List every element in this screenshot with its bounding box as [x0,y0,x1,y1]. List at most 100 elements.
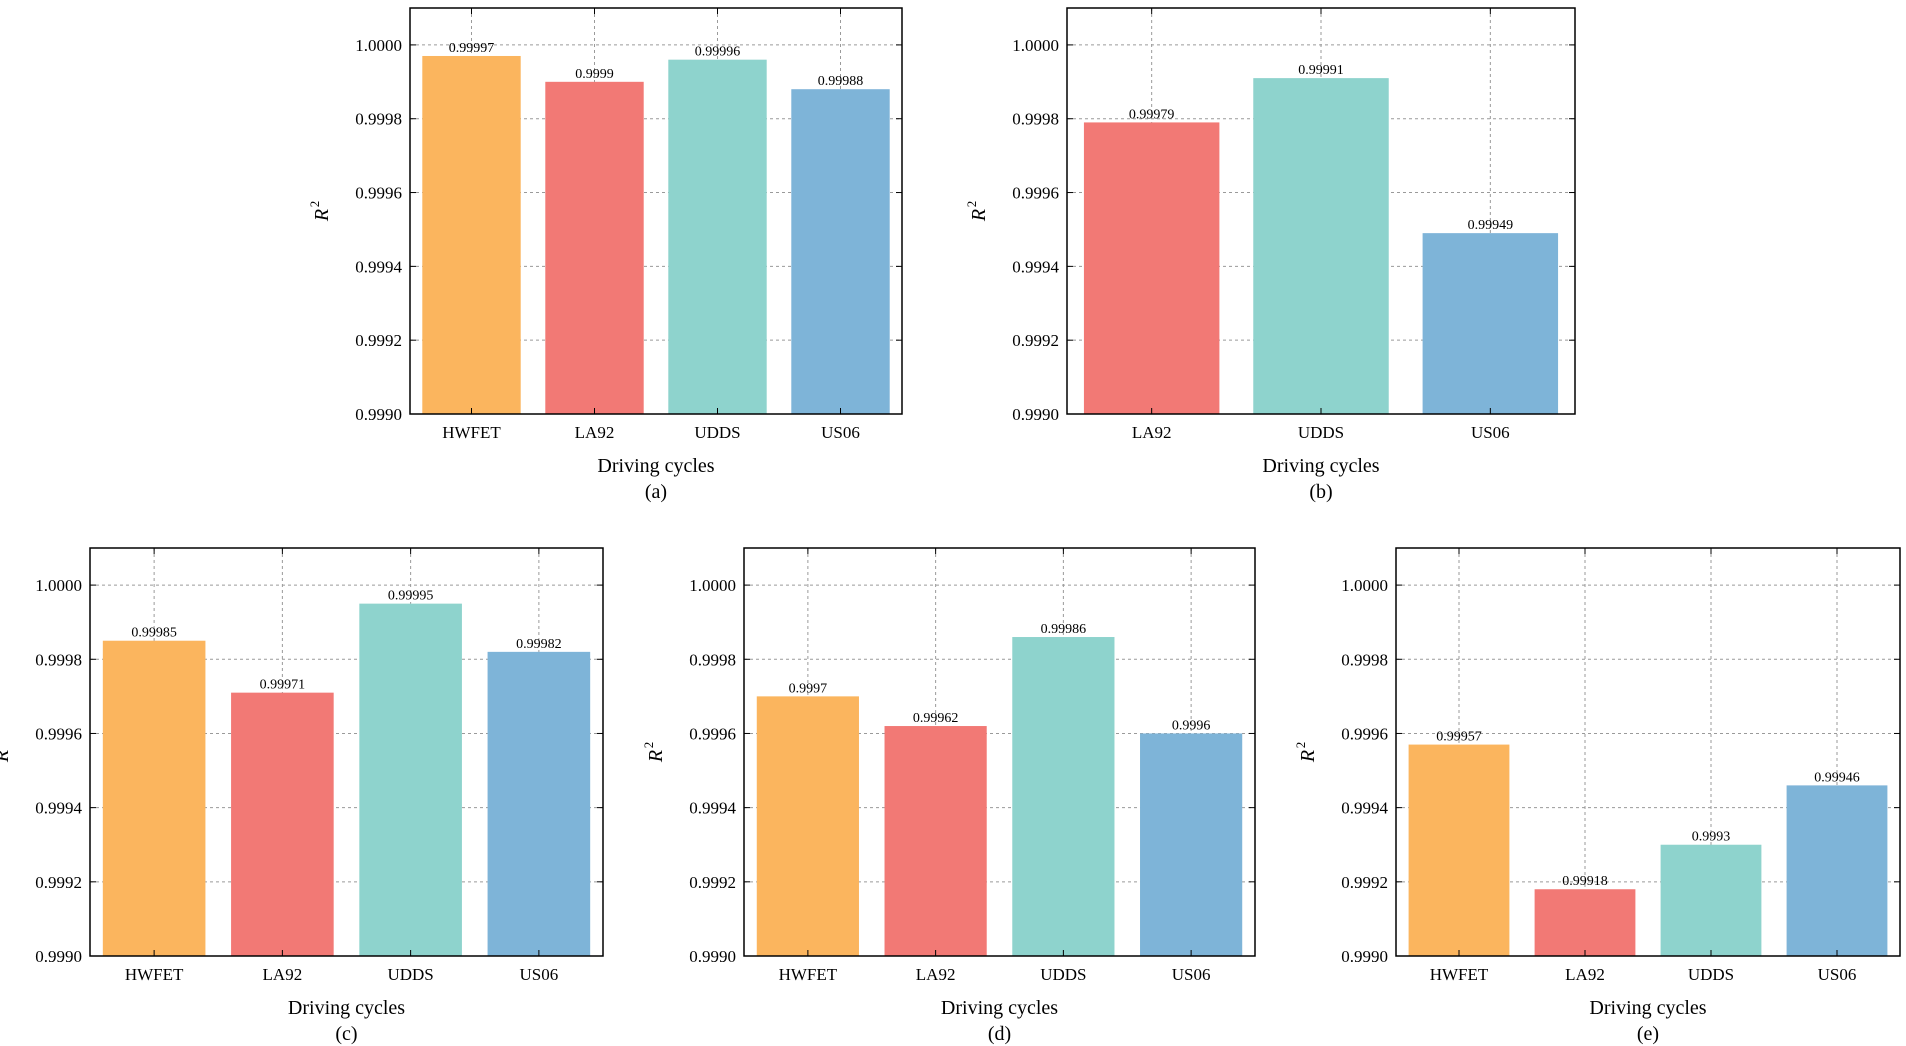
bar-la92 [1534,889,1636,956]
bar-la92 [545,81,644,415]
bar-value-label: 0.99949 [1468,218,1514,233]
bar-udds [359,603,462,956]
y-tick-label: 0.9992 [689,873,736,892]
bar-la92 [231,692,334,956]
bar-udds [1012,637,1115,956]
bar-value-label: 0.99996 [695,45,741,60]
plot-frame [743,547,1256,957]
bar-us06 [487,651,591,956]
x-axis-title: Driving cycles [288,997,405,1019]
x-tick-label: UDDS [1688,965,1734,984]
y-tick-label: 1.0000 [1012,36,1059,55]
x-tick-label: HWFET [125,965,184,984]
y-axis-title-superscript: 2 [307,201,322,208]
bar-hwfet [422,55,521,415]
bar-us06 [791,89,890,414]
bar-la92 [884,726,987,956]
panel-caption: (c) [335,1023,357,1045]
bar-hwfet [1408,744,1510,956]
y-axis-title: R2 [307,201,333,222]
y-axis-title: R2 [0,742,13,763]
y-tick-label: 0.9990 [1341,947,1388,966]
y-axis-title-superscript: 2 [964,201,979,208]
bar-value-label: 0.99997 [449,41,495,56]
x-tick-label: US06 [1818,965,1857,984]
y-axis-title-base: R [311,209,333,222]
plot-frame [89,547,604,957]
bar-value-label: 0.9996 [1172,718,1211,733]
chart-panel: 0.9990 0.9992 0.9994 0.9996 0.9998 1.0000 0.99… [307,7,903,503]
bar-value-label: 0.99962 [913,711,959,726]
bar-value-label: 0.9997 [789,681,828,696]
x-tick-label: LA92 [263,965,303,984]
y-tick-label: 0.9998 [1012,110,1059,129]
bar-udds [1660,844,1762,956]
x-axis-title: Driving cycles [941,997,1058,1019]
y-axis-title-superscript: 2 [1293,742,1308,749]
bar-value-label: 0.99988 [818,74,864,89]
x-tick-label: US06 [520,965,559,984]
bar-us06 [1422,233,1559,414]
bar-la92 [1083,122,1220,414]
bar-udds [668,59,767,414]
y-tick-label: 1.0000 [1341,576,1388,595]
y-tick-label: 0.9996 [1341,724,1388,743]
y-tick-label: 0.9996 [1012,184,1059,203]
y-tick-label: 0.9994 [689,799,736,818]
y-axis-title: R2 [1293,742,1319,763]
panel-caption: (e) [1637,1023,1659,1045]
y-tick-label: 0.9998 [355,110,402,129]
x-tick-label: UDDS [387,965,433,984]
x-tick-label: UDDS [1298,423,1344,442]
y-axis-title-superscript: 2 [0,742,2,749]
chart-panel: 0.9990 0.9992 0.9994 0.9996 0.9998 1.0000 0.99… [964,7,1576,503]
bar-udds [1253,78,1389,415]
x-tick-label: US06 [1471,423,1510,442]
y-axis-title: R2 [964,201,990,222]
x-tick-label: LA92 [916,965,956,984]
bar-value-label: 0.99985 [131,626,177,641]
y-tick-label: 0.9990 [355,405,402,424]
bar-value-label: 0.99991 [1298,63,1344,78]
chart-panel: 0.9990 0.9992 0.9994 0.9996 0.9998 1.0000 0.99… [641,547,1256,1045]
y-tick-label: 0.9994 [1012,257,1059,276]
bar-value-label: 0.99957 [1436,730,1482,745]
x-tick-label: HWFET [779,965,838,984]
y-axis-title-base: R [968,209,990,222]
bar-value-label: 0.99986 [1041,622,1087,637]
x-tick-label: US06 [1172,965,1211,984]
y-tick-label: 1.0000 [355,36,402,55]
x-tick-label: HWFET [1430,965,1489,984]
chart-panel: 0.9990 0.9992 0.9994 0.9996 0.9998 1.0000 0.99… [0,547,604,1045]
bar-hwfet [756,696,859,956]
bar-us06 [1140,733,1243,956]
y-tick-label: 0.9994 [355,257,402,276]
y-tick-label: 0.9998 [689,650,736,669]
y-tick-label: 0.9990 [689,947,736,966]
bar-value-label: 0.99995 [388,589,434,604]
bar-value-label: 0.99971 [260,678,306,693]
y-tick-label: 1.0000 [35,576,82,595]
y-tick-label: 0.9998 [35,650,82,669]
y-tick-label: 0.9996 [35,724,82,743]
bar-value-label: 0.9993 [1692,830,1731,845]
x-tick-label: LA92 [1565,965,1605,984]
x-tick-label: HWFET [442,423,501,442]
bar-value-label: 0.99982 [516,637,562,652]
x-axis-title: Driving cycles [1589,997,1706,1019]
bar-value-label: 0.99918 [1562,874,1608,889]
x-axis-title: Driving cycles [1262,455,1379,477]
y-tick-label: 0.9996 [355,184,402,203]
y-axis-title: R2 [641,742,667,763]
plot-frame [409,7,903,415]
y-axis-title-base: R [1297,750,1319,763]
x-axis-title: Driving cycles [597,455,714,477]
y-tick-label: 0.9992 [355,331,402,350]
y-tick-label: 0.9994 [1341,799,1388,818]
x-tick-label: UDDS [1040,965,1086,984]
plot-frame [1066,7,1576,415]
bar-hwfet [102,640,206,956]
bar-value-label: 0.99946 [1814,770,1860,785]
x-tick-label: UDDS [694,423,740,442]
